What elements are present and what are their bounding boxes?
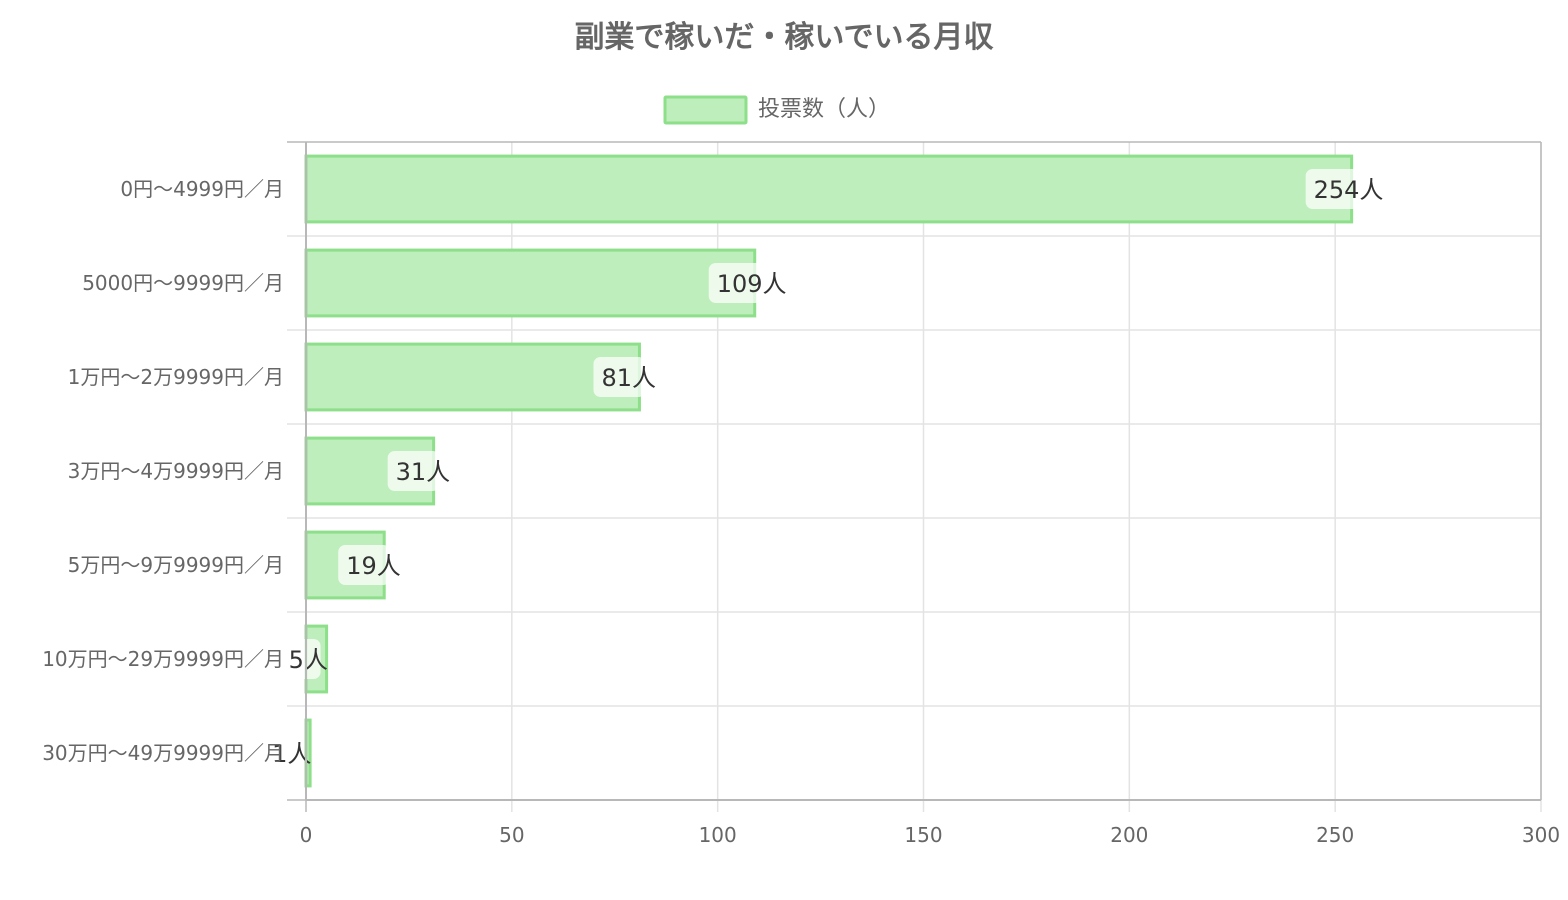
category-label: 3万円〜4万9999円／月 <box>68 459 284 483</box>
axis-layer: 0 50 100 150 200 250 300 0円〜4999円／月 5000円〜9999円／… <box>42 142 1560 847</box>
data-label-background <box>264 733 305 773</box>
bar[interactable] <box>304 154 1354 224</box>
data-label-background <box>280 639 321 679</box>
data-label: 109人 <box>717 270 787 298</box>
category-label: 5万円〜9万9999円／月 <box>68 553 284 577</box>
legend-label: 投票数（人） <box>758 97 890 122</box>
data-label-background <box>593 357 646 397</box>
x-tick-label: 50 <box>499 823 524 847</box>
labels-layer: 254人 109人 81人 31人 19人 5人 1人 <box>264 169 1383 773</box>
data-label: 19人 <box>346 552 401 580</box>
legend-swatch <box>663 95 748 125</box>
category-label: 30万円〜49万9999円／月 <box>42 741 284 765</box>
bars-layer[interactable] <box>304 154 1354 788</box>
data-label-background <box>387 451 440 491</box>
data-label: 31人 <box>396 458 451 486</box>
legend[interactable]: 投票数（人） <box>663 95 890 125</box>
grid-layer <box>287 141 1542 812</box>
data-label-background <box>1305 169 1370 209</box>
data-label-background <box>708 263 773 303</box>
category-label: 1万円〜2万9999円／月 <box>68 365 284 389</box>
x-tick-label: 200 <box>1110 823 1148 847</box>
data-label: 81人 <box>601 364 656 392</box>
x-tick-label: 100 <box>699 823 737 847</box>
data-label: 1人 <box>272 740 311 768</box>
data-label: 5人 <box>289 646 328 674</box>
x-tick-label: 0 <box>300 823 313 847</box>
x-tick-label: 150 <box>904 823 942 847</box>
category-label: 0円〜4999円／月 <box>120 177 284 201</box>
bar[interactable] <box>304 248 757 318</box>
x-tick-label: 250 <box>1316 823 1354 847</box>
category-label: 10万円〜29万9999円／月 <box>42 647 284 671</box>
data-label: 254人 <box>1314 176 1384 204</box>
data-label-background <box>338 545 391 585</box>
chart-title: 副業で稼いだ・稼いでいる月収 <box>574 20 994 55</box>
x-tick-label: 300 <box>1522 823 1560 847</box>
category-label: 5000円〜9999円／月 <box>82 271 284 295</box>
bar[interactable] <box>304 342 641 412</box>
